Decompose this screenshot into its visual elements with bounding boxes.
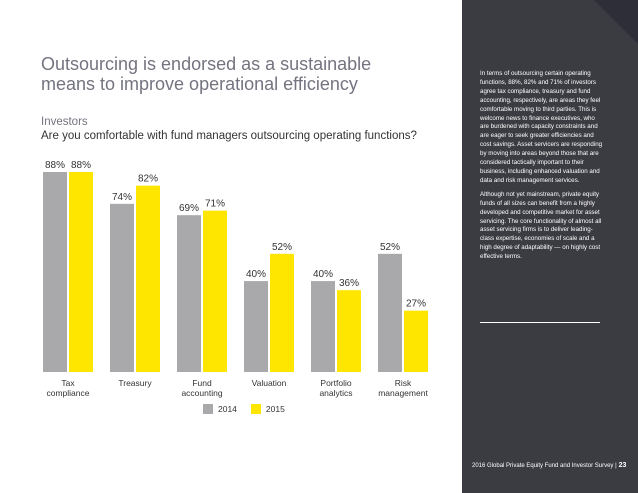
- data-label-2015-2: 71%: [205, 199, 225, 210]
- footer-text: 2016 Global Private Equity Fund and Inve…: [472, 463, 617, 469]
- sidebar-divider: [480, 322, 600, 323]
- data-label-2015-4: 36%: [339, 278, 359, 289]
- page-footer: 2016 Global Private Equity Fund and Inve…: [472, 462, 626, 469]
- legend-item-2015: 2015: [251, 404, 285, 414]
- data-label-2014-0: 88%: [45, 160, 65, 171]
- bar-2014-2: [177, 215, 201, 372]
- bar-2014-1: [110, 204, 134, 372]
- data-label-2015-5: 27%: [406, 299, 426, 310]
- data-label-2014-1: 74%: [112, 192, 132, 203]
- data-label-2015-0: 88%: [71, 160, 91, 171]
- sidebar-paragraph-2: Although not yet mainstream, private equ…: [480, 191, 604, 262]
- bar-2015-0: [69, 172, 93, 372]
- bar-2015-5: [404, 311, 428, 372]
- bar-2015-3: [270, 254, 294, 372]
- page-number: 23: [619, 462, 627, 469]
- data-label-2015-3: 52%: [272, 242, 292, 253]
- corner-triangle: [594, 0, 638, 44]
- data-label-2014-5: 52%: [380, 242, 400, 253]
- bar-chart: 88% 74% 69% 40% 40% 52% 88% 82% 71% 52% 36% 27%: [0, 0, 460, 493]
- sidebar-paragraph-1: In terms of outsourcing certain operatin…: [480, 70, 604, 186]
- bar-2014-5: [378, 254, 402, 372]
- category-label-5: Risk management: [363, 378, 443, 398]
- legend-item-2014: 2014: [203, 404, 237, 414]
- bar-2015-1: [136, 186, 160, 372]
- bar-2014-4: [311, 281, 335, 372]
- bar-2015-4: [337, 290, 361, 372]
- data-label-2015-1: 82%: [138, 174, 158, 185]
- chart-legend: 2014 2015: [203, 404, 285, 414]
- bar-2014-3: [244, 281, 268, 372]
- bar-2014-0: [43, 172, 67, 372]
- sidebar-text: In terms of outsourcing certain operatin…: [480, 70, 604, 267]
- data-label-2014-4: 40%: [313, 269, 333, 280]
- legend-swatch-2015: [251, 404, 261, 414]
- legend-label-2015: 2015: [266, 404, 285, 414]
- data-label-2014-3: 40%: [246, 269, 266, 280]
- data-label-2014-2: 69%: [179, 203, 199, 214]
- legend-label-2014: 2014: [218, 404, 237, 414]
- legend-swatch-2014: [203, 404, 213, 414]
- bar-2015-2: [203, 211, 227, 372]
